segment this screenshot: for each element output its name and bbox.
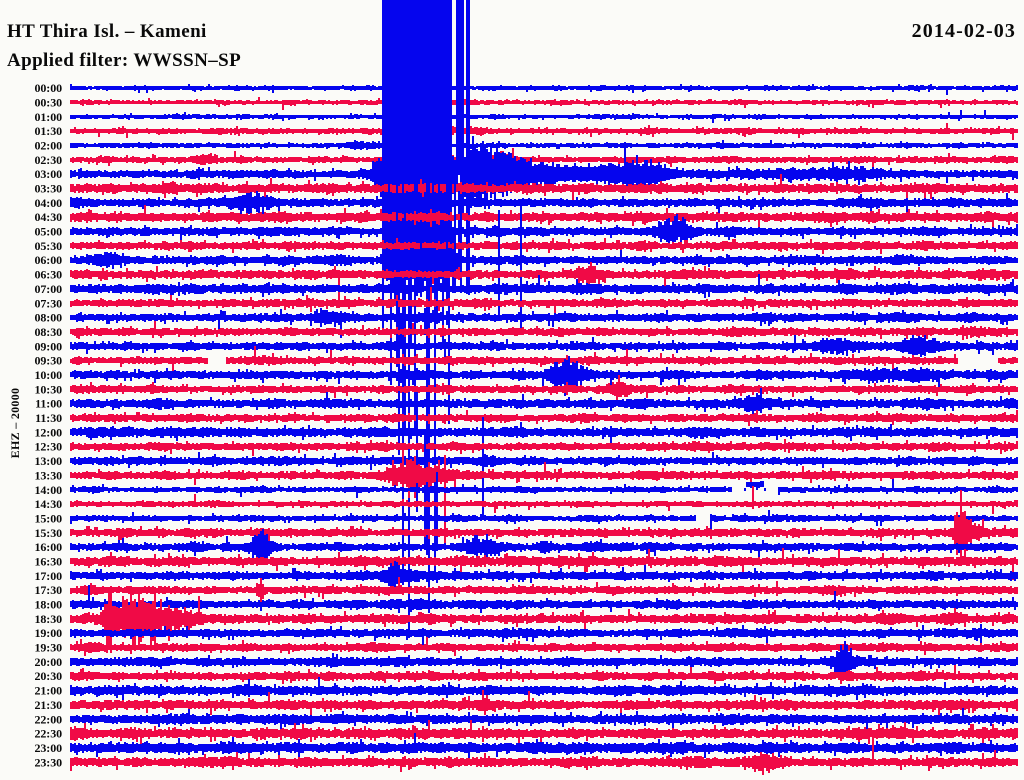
svg-text:21:00: 21:00: [35, 684, 63, 698]
svg-text:00:30: 00:30: [35, 95, 63, 109]
svg-text:07:30: 07:30: [35, 296, 63, 310]
svg-text:2014-02-03: 2014-02-03: [912, 20, 1016, 42]
svg-text:11:30: 11:30: [35, 411, 62, 425]
svg-text:14:00: 14:00: [35, 483, 63, 497]
svg-text:16:00: 16:00: [35, 540, 63, 554]
svg-text:Applied filter: WWSSN–SP: Applied filter: WWSSN–SP: [7, 50, 241, 71]
svg-text:23:00: 23:00: [35, 741, 63, 755]
svg-text:03:30: 03:30: [35, 182, 63, 196]
svg-text:18:00: 18:00: [35, 598, 63, 612]
svg-text:06:00: 06:00: [35, 253, 63, 267]
svg-text:HT Thira Isl. – Kameni: HT Thira Isl. – Kameni: [7, 21, 207, 42]
svg-text:05:30: 05:30: [35, 239, 63, 253]
svg-text:01:30: 01:30: [35, 124, 63, 138]
svg-text:21:30: 21:30: [35, 698, 63, 712]
svg-text:08:30: 08:30: [35, 325, 63, 339]
svg-text:18:30: 18:30: [35, 612, 63, 626]
svg-text:17:00: 17:00: [35, 569, 63, 583]
svg-text:09:30: 09:30: [35, 354, 63, 368]
svg-text:12:30: 12:30: [35, 440, 63, 454]
svg-text:23:30: 23:30: [35, 755, 63, 769]
svg-text:01:00: 01:00: [35, 110, 63, 124]
svg-text:00:00: 00:00: [35, 81, 63, 95]
svg-text:07:00: 07:00: [35, 282, 63, 296]
svg-text:03:00: 03:00: [35, 167, 63, 181]
svg-text:15:30: 15:30: [35, 526, 63, 540]
svg-text:10:00: 10:00: [35, 368, 63, 382]
svg-text:10:30: 10:30: [35, 382, 63, 396]
svg-text:12:00: 12:00: [35, 425, 63, 439]
svg-text:09:00: 09:00: [35, 339, 63, 353]
svg-text:04:00: 04:00: [35, 196, 63, 210]
svg-text:02:00: 02:00: [35, 139, 63, 153]
svg-text:EHZ – 20000: EHZ – 20000: [8, 388, 22, 459]
svg-text:22:30: 22:30: [35, 727, 63, 741]
svg-text:13:00: 13:00: [35, 454, 63, 468]
svg-text:04:30: 04:30: [35, 210, 63, 224]
svg-text:06:30: 06:30: [35, 268, 63, 282]
svg-text:15:00: 15:00: [35, 512, 63, 526]
svg-text:17:30: 17:30: [35, 583, 63, 597]
svg-text:22:00: 22:00: [35, 712, 63, 726]
svg-text:16:30: 16:30: [35, 555, 63, 569]
svg-text:20:30: 20:30: [35, 669, 63, 683]
svg-text:08:00: 08:00: [35, 311, 63, 325]
svg-text:19:00: 19:00: [35, 626, 63, 640]
svg-text:19:30: 19:30: [35, 641, 63, 655]
svg-text:02:30: 02:30: [35, 153, 63, 167]
svg-text:20:00: 20:00: [35, 655, 63, 669]
svg-text:13:30: 13:30: [35, 468, 63, 482]
svg-text:11:00: 11:00: [35, 397, 62, 411]
svg-text:14:30: 14:30: [35, 497, 63, 511]
svg-text:05:00: 05:00: [35, 225, 63, 239]
